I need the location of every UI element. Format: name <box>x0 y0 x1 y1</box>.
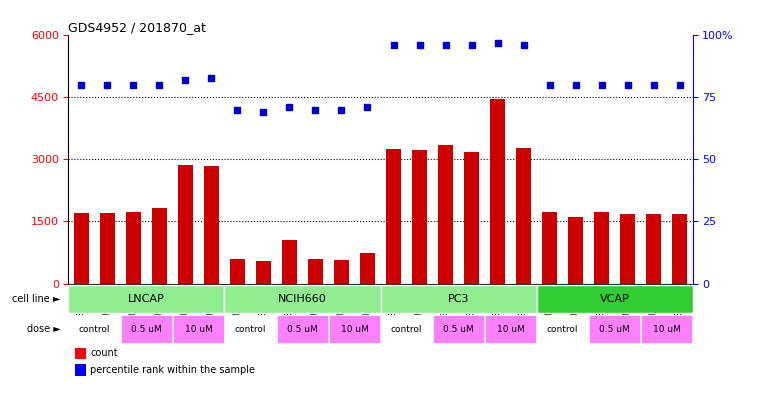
Text: GDS4952 / 201870_at: GDS4952 / 201870_at <box>68 21 206 34</box>
Point <box>101 82 113 88</box>
Bar <box>230 259 245 283</box>
Point <box>205 74 218 81</box>
Text: 0.5 uM: 0.5 uM <box>443 325 474 334</box>
Bar <box>173 315 224 343</box>
Bar <box>68 285 224 313</box>
Bar <box>412 151 428 283</box>
Text: percentile rank within the sample: percentile rank within the sample <box>91 365 256 375</box>
Text: 10 uM: 10 uM <box>497 325 524 334</box>
Text: 0.5 uM: 0.5 uM <box>287 325 318 334</box>
Bar <box>645 214 661 283</box>
Bar <box>485 315 536 343</box>
Bar <box>568 217 584 283</box>
Point <box>283 104 295 110</box>
Text: cell line ►: cell line ► <box>12 294 61 304</box>
Point <box>413 42 425 48</box>
Point <box>543 82 556 88</box>
Text: count: count <box>91 348 118 358</box>
Point <box>466 42 478 48</box>
Text: control: control <box>78 325 110 334</box>
Point <box>492 40 504 46</box>
Bar <box>433 315 484 343</box>
Point <box>648 82 660 88</box>
Bar <box>619 214 635 283</box>
Text: PC3: PC3 <box>447 294 470 304</box>
Text: 0.5 uM: 0.5 uM <box>599 325 630 334</box>
Bar <box>121 315 172 343</box>
Bar <box>75 347 86 359</box>
Bar <box>381 315 432 343</box>
Bar <box>204 166 219 283</box>
Bar <box>329 315 380 343</box>
Bar <box>542 212 557 283</box>
Point <box>310 107 322 113</box>
Bar <box>537 285 693 313</box>
Bar <box>282 240 298 283</box>
Bar <box>589 315 640 343</box>
Point <box>257 109 269 116</box>
Bar <box>333 260 349 283</box>
Point <box>75 82 88 88</box>
Text: control: control <box>390 325 422 334</box>
Text: 0.5 uM: 0.5 uM <box>131 325 162 334</box>
Text: dose ►: dose ► <box>27 324 61 334</box>
Bar <box>380 285 537 313</box>
Point <box>517 42 530 48</box>
Bar <box>277 315 328 343</box>
Bar <box>672 214 687 283</box>
Bar <box>100 213 116 283</box>
Point <box>439 42 451 48</box>
Bar <box>225 315 276 343</box>
Bar <box>126 212 142 283</box>
Bar <box>178 165 193 283</box>
Bar <box>641 315 692 343</box>
Bar <box>490 99 505 283</box>
Bar <box>307 259 323 283</box>
Bar <box>463 152 479 283</box>
Bar <box>386 149 401 283</box>
Point <box>231 107 244 113</box>
Bar <box>69 315 120 343</box>
Text: VCAP: VCAP <box>600 294 629 304</box>
Point <box>673 82 686 88</box>
Point <box>569 82 581 88</box>
Point <box>180 77 192 83</box>
Bar <box>438 145 454 283</box>
Bar <box>75 364 86 376</box>
Text: LNCAP: LNCAP <box>128 294 165 304</box>
Text: control: control <box>234 325 266 334</box>
Bar <box>256 261 271 283</box>
Point <box>127 82 139 88</box>
Point <box>154 82 166 88</box>
Bar <box>516 148 531 283</box>
Point <box>361 104 374 110</box>
Text: 10 uM: 10 uM <box>185 325 212 334</box>
Bar <box>360 253 375 283</box>
Point <box>622 82 634 88</box>
Bar <box>224 285 380 313</box>
Text: control: control <box>546 325 578 334</box>
Text: NCIH660: NCIH660 <box>278 294 327 304</box>
Bar <box>74 213 89 283</box>
Text: 10 uM: 10 uM <box>341 325 368 334</box>
Point <box>336 107 348 113</box>
Bar <box>537 315 588 343</box>
Bar <box>151 208 167 283</box>
Point <box>387 42 400 48</box>
Bar <box>594 212 610 283</box>
Text: 10 uM: 10 uM <box>653 325 680 334</box>
Point <box>595 82 607 88</box>
